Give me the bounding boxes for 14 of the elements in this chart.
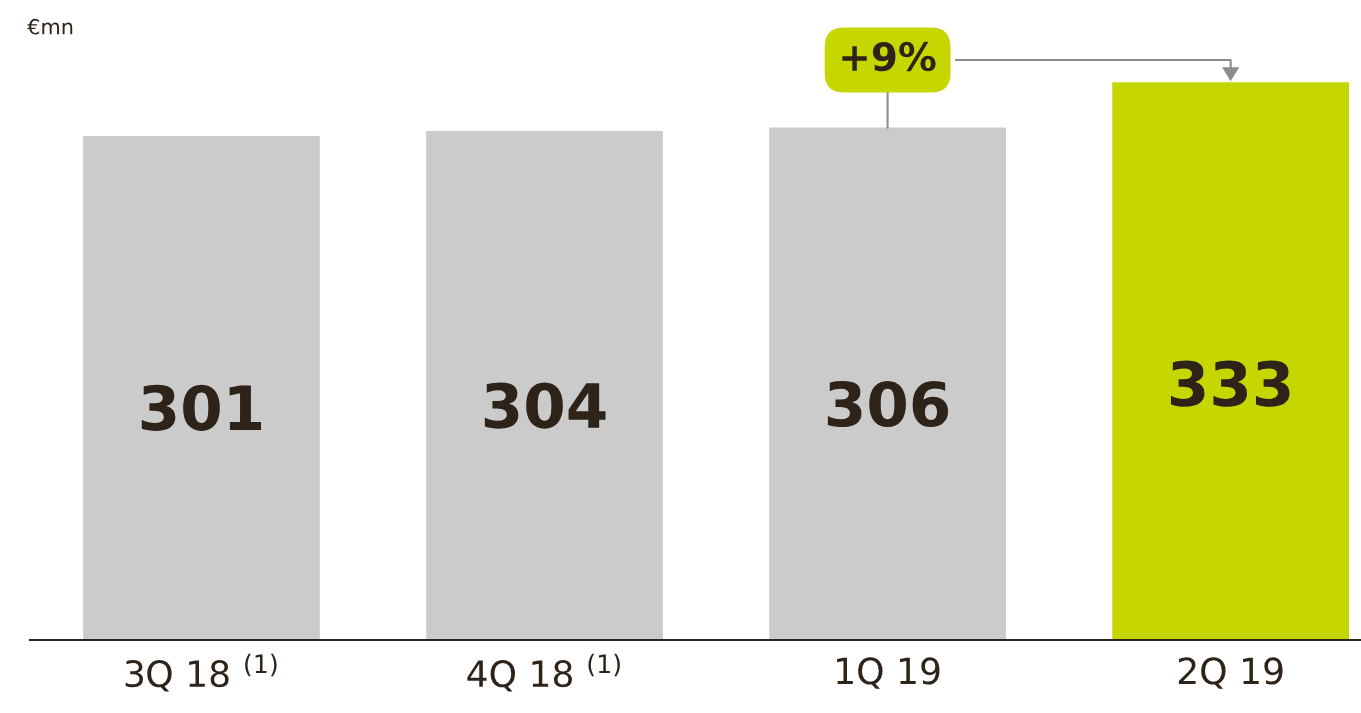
bar <box>426 130 663 640</box>
x-tick-label: 2Q 19 <box>1178 657 1283 689</box>
data-label: 301 <box>141 384 262 431</box>
bar <box>83 135 320 640</box>
x-tick-label: 1Q 19 <box>837 657 940 689</box>
bar <box>769 127 1006 640</box>
y-axis-title: €mn <box>27 18 73 35</box>
data-label: 306 <box>827 380 949 428</box>
data-label: 304 <box>484 382 606 429</box>
bar <box>1112 82 1349 640</box>
x-tick-label: 3Q 18 $^{(1)}$ <box>125 653 277 692</box>
text: +9% <box>842 41 936 72</box>
data-label: 333 <box>1170 360 1290 407</box>
x-tick-label: 4Q 18 $^{(1)}$ <box>467 653 620 692</box>
